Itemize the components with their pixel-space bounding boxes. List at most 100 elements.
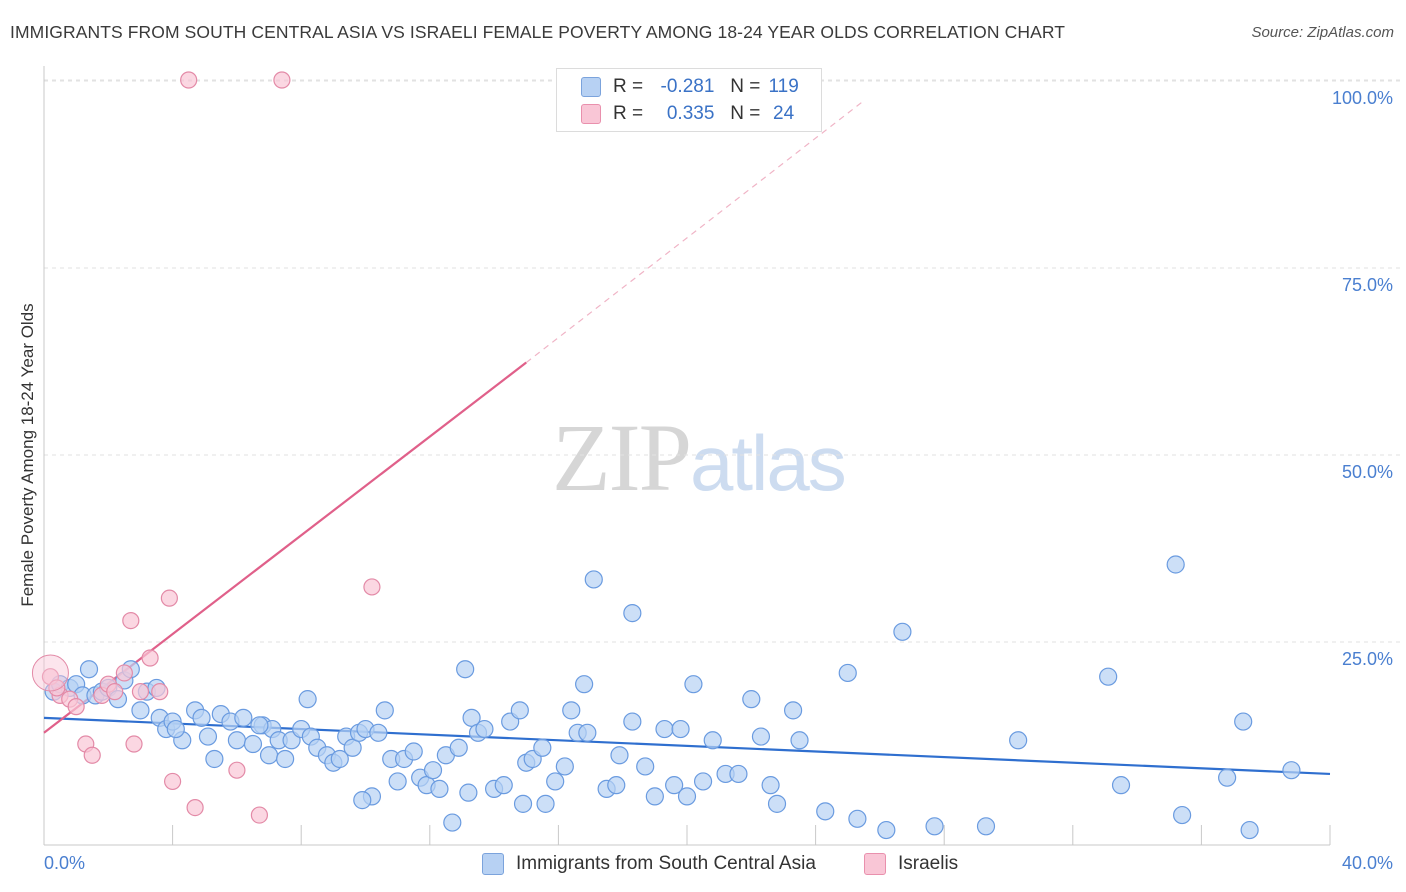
point-immigrants [623,604,642,623]
point-immigrants [1166,555,1185,574]
point-immigrants [751,727,771,746]
point-israelis [115,664,133,682]
point-immigrants [1173,805,1192,825]
point-immigrants [1009,731,1028,750]
legend-row-immigrants: R = -0.281 N = 119 [581,75,802,99]
point-immigrants [375,701,394,720]
point-immigrants [584,570,603,589]
legend-n-label: N = [730,103,761,124]
point-immigrants [1234,712,1253,731]
point-immigrants [192,708,211,727]
point-immigrants [790,731,809,750]
point-immigrants [562,701,581,720]
point-immigrants [703,731,722,750]
watermark-atlas: atlas [690,419,847,507]
source-label: Source: ZipAtlas.com [1251,24,1394,41]
bottom-legend-israelis: Israelis [864,850,958,878]
point-immigrants [1240,820,1259,840]
point-immigrants [166,719,185,739]
point-immigrants [1282,761,1301,780]
point-immigrants [610,746,629,765]
point-immigrants [198,727,218,746]
point-immigrants [816,802,835,821]
point-immigrants [761,776,780,795]
point-israelis [83,746,101,764]
point-immigrants [925,817,944,836]
point-immigrants [677,787,697,806]
point-immigrants [423,761,443,780]
y-tick-label: 100.0% [1332,88,1393,108]
point-immigrants [976,817,996,836]
point-immigrants [607,776,626,795]
point-immigrants [298,690,317,709]
watermark-zip: ZIP [552,404,692,511]
legend-swatch-pink [581,104,601,124]
point-immigrants [369,723,388,742]
point-immigrants [1099,667,1118,686]
legend-n-label: N = [730,76,761,97]
point-immigrants [767,794,787,813]
point-israelis-large [31,654,69,692]
point-immigrants [1111,776,1131,795]
point-immigrants [430,779,449,799]
correlation-legend: R = -0.281 N = 119 R = 0.335 N = 24 [556,68,822,132]
trend-lines [43,100,1331,776]
x-tick-label: 40.0% [1342,853,1393,873]
bottom-legend-immigrants: Immigrants from South Central Asia [482,850,816,878]
legend-swatch-blue [581,77,601,97]
point-immigrants [443,813,462,832]
point-immigrants [783,701,803,720]
point-israelis [125,735,143,753]
point-immigrants [636,757,655,776]
y-tick-label: 25.0% [1342,649,1393,669]
legend-row-israelis: R = 0.335 N = 24 [581,102,802,126]
point-immigrants [645,787,664,806]
chart-title: IMMIGRANTS FROM SOUTH CENTRAL ASIA VS IS… [10,22,1066,42]
point-israelis [273,71,291,89]
bottom-legend-label: Immigrants from South Central Asia [516,853,816,874]
point-israelis [48,679,66,697]
point-israelis [141,649,159,667]
point-immigrants [838,663,857,683]
legend-r-label: R = [613,103,644,124]
point-immigrants [536,794,555,813]
point-immigrants [848,809,867,828]
point-immigrants [227,731,246,750]
point-israelis [363,578,381,596]
point-immigrants [259,746,279,765]
x-tick-label: 0.0% [44,853,85,873]
legend-r-label: R = [613,76,644,97]
trend-line-israelis-extrapolated [525,100,865,364]
point-immigrants [276,749,295,769]
point-immigrants [131,701,150,720]
point-israelis [131,683,150,701]
legend-r-value: -0.281 [660,76,715,97]
point-immigrants [729,764,748,784]
bottom-legend-label: Israelis [898,853,959,874]
point-immigrants [877,820,896,840]
y-tick-label: 50.0% [1342,462,1393,482]
point-israelis [106,683,124,701]
point-israelis [122,611,140,630]
watermark: ZIPatlas [552,402,847,513]
point-immigrants [623,712,642,731]
y-tick-label: 75.0% [1342,275,1393,295]
point-immigrants [546,772,565,791]
point-immigrants [555,757,574,776]
point-immigrants [513,794,533,813]
point-immigrants [250,716,269,735]
point-immigrants [234,708,253,727]
point-israelis [160,589,178,607]
point-immigrants [330,749,349,769]
legend-n-value: 24 [773,103,795,124]
data-points [31,71,1301,840]
point-immigrants [79,660,99,679]
point-israelis [186,798,204,817]
point-israelis [180,71,198,89]
point-immigrants [693,772,713,791]
point-immigrants [243,734,263,754]
point-immigrants [578,723,597,742]
point-immigrants [456,660,475,679]
point-israelis [67,698,85,716]
